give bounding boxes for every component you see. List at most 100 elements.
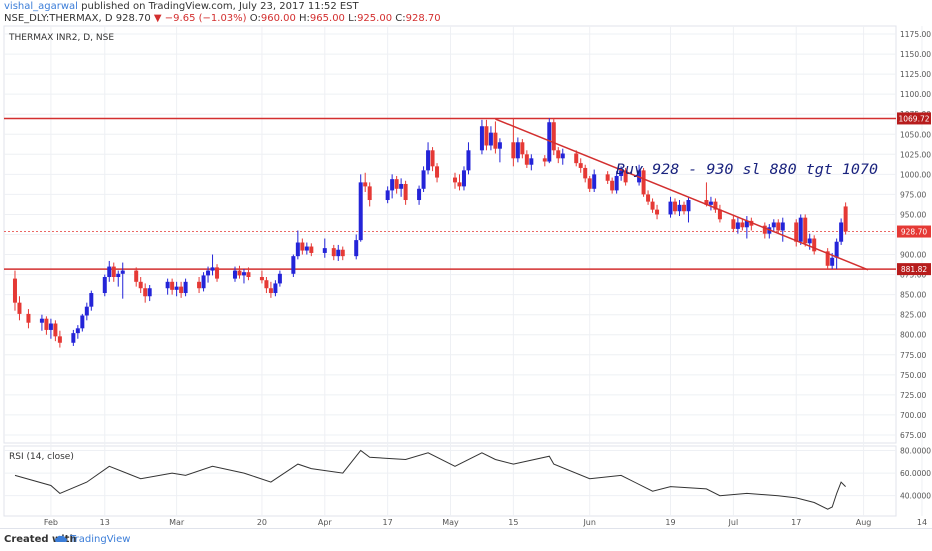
symbol-label: NSE_DLY:THERMAX,: [4, 13, 102, 24]
candle-body: [206, 270, 211, 276]
price-axis[interactable]: 675.00 700.00 725.00 750.00 775.00 800.00 825.…: [900, 30, 931, 440]
candle-body: [102, 277, 107, 294]
candle-body: [830, 257, 835, 266]
price-label-text: 928.70: [901, 228, 927, 237]
candle-body: [560, 153, 565, 159]
price-tick-label: 825.00: [900, 311, 926, 320]
candle-body: [26, 313, 31, 323]
price-tick-label: 975.00: [900, 190, 926, 199]
candle-body: [623, 170, 628, 183]
candle-body: [542, 158, 547, 162]
candle-body: [484, 126, 489, 146]
candle-body: [780, 222, 785, 231]
candle-body: [116, 273, 121, 278]
candle-body: [453, 177, 457, 183]
candle-body: [111, 266, 116, 278]
candle-body: [340, 249, 345, 257]
candle-body: [708, 201, 713, 205]
price-tick-label: 850.00: [900, 291, 926, 300]
candle-body: [48, 323, 53, 330]
candle-body: [587, 178, 592, 189]
time-tick-label: May: [442, 518, 459, 527]
candle-body: [291, 256, 296, 274]
price-tick-label: 1150.00: [900, 50, 931, 59]
candle-body: [740, 222, 745, 228]
tradingview-logo-icon: [55, 535, 67, 542]
candle-body: [71, 333, 76, 343]
candle-body: [547, 122, 552, 162]
candle-body: [834, 241, 839, 258]
price-label-box: [897, 225, 931, 238]
candle-body: [641, 170, 646, 195]
published-text: published on TradingView.com, July 23, 2…: [81, 1, 359, 12]
candle-body: [89, 293, 94, 307]
candle-body: [336, 249, 341, 257]
open-key: O:: [249, 13, 261, 24]
open-value: 960.00: [260, 13, 296, 24]
candle-body: [385, 190, 390, 201]
candle-body: [556, 150, 561, 159]
price-label-text: 1069.72: [898, 114, 929, 123]
candle-body: [619, 170, 624, 176]
grid: [4, 26, 923, 516]
candle-body: [367, 186, 372, 201]
rsi-tick-label: 40.0000: [900, 492, 931, 501]
candle-body: [731, 219, 736, 229]
candle-body: [44, 318, 49, 330]
candle-body: [215, 267, 220, 279]
candles: [12, 118, 848, 348]
candle-body: [605, 174, 610, 181]
candle-body: [309, 246, 314, 253]
time-tick-label: 15: [508, 518, 518, 527]
candle-body: [744, 220, 749, 228]
candle-body: [147, 288, 152, 297]
time-tick-label: Aug: [856, 518, 872, 527]
candle-body: [246, 272, 251, 278]
candle-body: [717, 209, 722, 220]
author-link[interactable]: vishal_agarwal: [4, 1, 78, 12]
candle-body: [421, 170, 426, 189]
candle-body: [259, 277, 264, 281]
candle-body: [57, 336, 62, 343]
price-tick-label: 800.00: [900, 331, 926, 340]
candle-body: [53, 323, 58, 337]
price-tick-label: 775.00: [900, 351, 926, 360]
time-axis[interactable]: Feb 13 Mar 20 Apr 17 May 15 Jun 19 Jul 17 Aug 14: [44, 518, 927, 527]
candle-body: [201, 275, 206, 289]
candle-body: [610, 180, 615, 191]
chart-canvas[interactable]: 675.00 700.00 725.00 750.00 775.00 800.00 825.…: [0, 0, 932, 528]
chart-title: THERMAX INR2, D, NSE: [8, 33, 114, 43]
candle-body: [268, 288, 273, 294]
time-tick-label: Apr: [318, 518, 333, 527]
candle-body: [646, 194, 651, 202]
created-with-label: Created with: [4, 534, 77, 545]
candle-body: [179, 286, 184, 294]
candle-body: [232, 270, 237, 279]
candle-body: [825, 251, 830, 266]
price-tick-label: 725.00: [900, 391, 926, 400]
candle-body: [354, 240, 359, 257]
candle-body: [735, 222, 740, 229]
rsi-axis[interactable]: 40.0000 60.0000 80.0000: [900, 447, 931, 501]
candle-body: [488, 132, 493, 146]
time-tick-label: 19: [665, 518, 675, 527]
candle-body: [304, 246, 309, 251]
candle-body: [650, 201, 655, 210]
candle-body: [812, 238, 817, 252]
time-tick-label: 20: [257, 518, 267, 527]
candle-body: [681, 204, 686, 212]
candle-body: [435, 166, 440, 178]
rsi-series: [14, 449, 846, 510]
candle-body: [295, 242, 300, 257]
candle-body: [84, 306, 89, 316]
time-tick-label: 17: [383, 518, 393, 527]
rsi-tick-label: 80.0000: [900, 447, 931, 456]
candle-body: [300, 242, 305, 251]
candle-body: [655, 209, 660, 215]
close-key: C:: [395, 13, 406, 24]
tradingview-brand-link[interactable]: TradingView: [70, 534, 131, 545]
candle-body: [399, 183, 404, 189]
price-tick-label: 1025.00: [900, 150, 931, 159]
candle-body: [107, 266, 112, 278]
candle-body: [403, 183, 408, 201]
